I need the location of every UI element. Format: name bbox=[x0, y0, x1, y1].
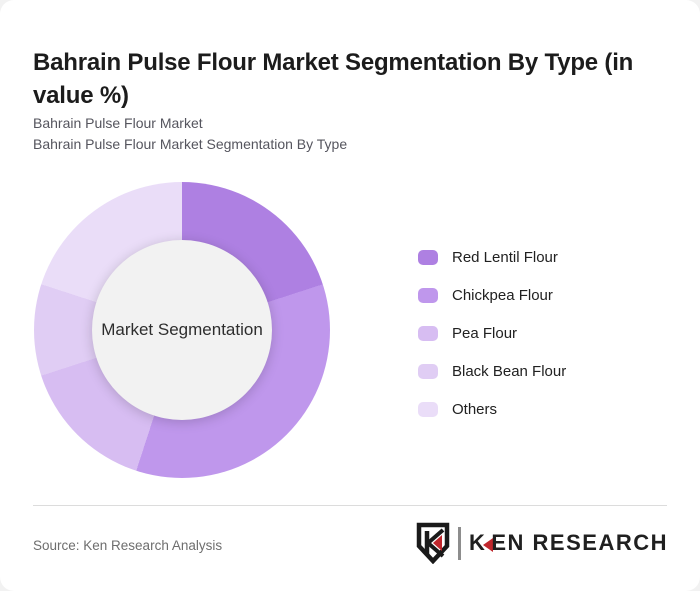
chart-legend: Red Lentil Flour Chickpea Flour Pea Flou… bbox=[418, 238, 566, 428]
logo-letter-k: K bbox=[468, 530, 487, 555]
source-text: Source: Ken Research Analysis bbox=[33, 538, 223, 553]
legend-swatch-icon bbox=[418, 325, 438, 341]
legend-label: Black Bean Flour bbox=[452, 362, 567, 380]
legend-item-red-lentil-flour[interactable]: Red Lentil Flour bbox=[418, 238, 566, 276]
legend-swatch-icon bbox=[418, 287, 438, 303]
donut-center: Market Segmentation bbox=[92, 240, 272, 420]
legend-label: Pea Flour bbox=[452, 324, 518, 342]
ken-research-logo: K EN RESEARCH bbox=[415, 521, 668, 565]
subtitle-line-2: Bahrain Pulse Flour Market Segmentation … bbox=[33, 136, 348, 152]
donut-center-label: Market Segmentation bbox=[101, 320, 263, 339]
page-title: Bahrain Pulse Flour Market Segmentation … bbox=[33, 49, 634, 110]
logo-red-triangle-icon bbox=[483, 537, 494, 552]
chart-subtitles: Bahrain Pulse Flour Market Bahrain Pulse… bbox=[33, 113, 347, 155]
donut-chart[interactable]: Market Segmentation bbox=[34, 182, 330, 478]
legend-item-others[interactable]: Others bbox=[418, 390, 566, 428]
ken-research-shield-icon bbox=[416, 522, 450, 564]
logo-text-rest: EN RESEARCH bbox=[491, 530, 668, 555]
legend-swatch-icon bbox=[418, 401, 438, 417]
footer-divider bbox=[33, 505, 667, 506]
legend-item-chickpea-flour[interactable]: Chickpea Flour bbox=[418, 276, 566, 314]
logo-wordmark: K EN RESEARCH bbox=[469, 530, 668, 556]
legend-label: Others bbox=[452, 400, 498, 418]
legend-label: Red Lentil Flour bbox=[452, 248, 558, 266]
legend-swatch-icon bbox=[418, 249, 438, 265]
logo-divider bbox=[457, 526, 461, 560]
legend-label: Chickpea Flour bbox=[452, 286, 553, 304]
legend-swatch-icon bbox=[418, 363, 438, 379]
legend-item-pea-flour[interactable]: Pea Flour bbox=[418, 314, 566, 352]
legend-item-black-bean-flour[interactable]: Black Bean Flour bbox=[418, 352, 566, 390]
subtitle-line-1: Bahrain Pulse Flour Market bbox=[33, 115, 203, 131]
